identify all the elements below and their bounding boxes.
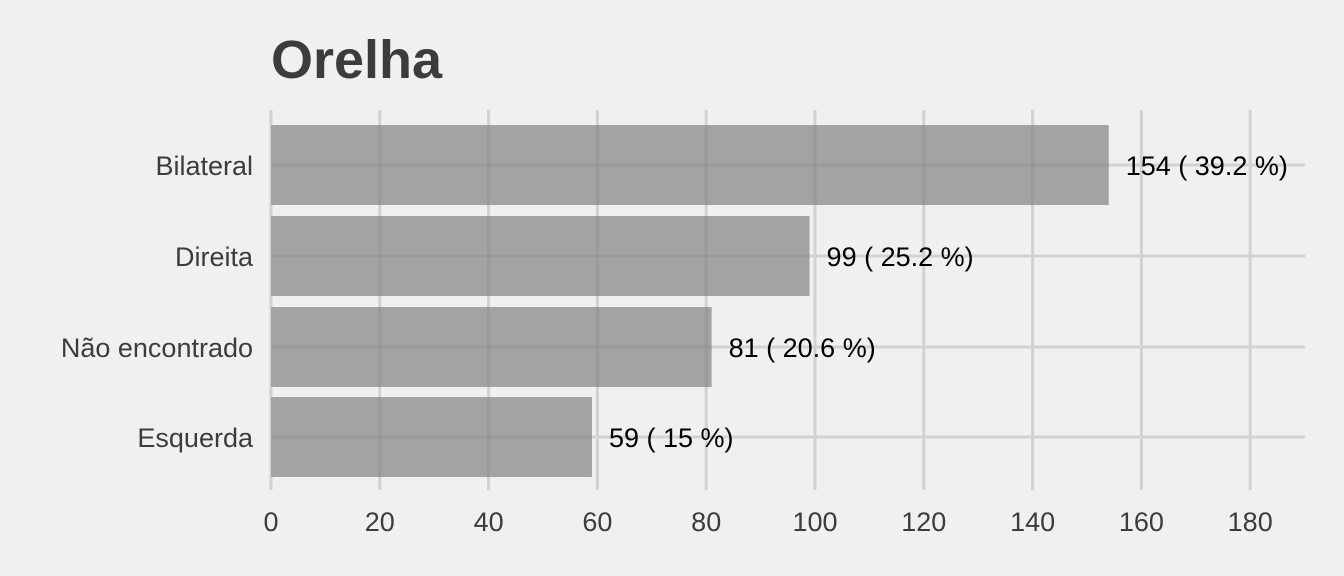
data-label: 154 ( 39.2 %) [1126, 151, 1288, 181]
x-tick-label: 140 [1010, 507, 1055, 537]
bar-bilateral [271, 125, 1109, 205]
category-label: Esquerda [137, 423, 254, 453]
x-tick-label: 20 [365, 507, 395, 537]
x-tick-label: 160 [1119, 507, 1164, 537]
bar-direita [271, 216, 810, 296]
category-label: Não encontrado [61, 333, 253, 363]
data-label: 81 ( 20.6 %) [729, 333, 876, 363]
category-label: Bilateral [155, 151, 253, 181]
data-label: 59 ( 15 %) [609, 423, 734, 453]
bar-esquerda [271, 397, 592, 477]
category-axis: Bilateral Direita Não encontrado Esquerda [61, 151, 254, 453]
category-label: Direita [175, 242, 254, 272]
x-tick-label: 60 [582, 507, 612, 537]
value-axis: 0 20 40 60 80 100 120 140 160 180 [263, 507, 1272, 537]
x-tick-label: 40 [474, 507, 504, 537]
bar-n-o-encontrado [271, 307, 712, 387]
x-tick-label: 100 [792, 507, 837, 537]
data-label: 99 ( 25.2 %) [827, 242, 974, 272]
chart-title: Orelha [271, 30, 443, 90]
x-tick-label: 0 [263, 507, 278, 537]
x-tick-label: 120 [901, 507, 946, 537]
bars [271, 125, 1109, 477]
data-labels: 154 ( 39.2 %) 99 ( 25.2 %) 81 ( 20.6 %) 59 … [609, 151, 1288, 453]
x-tick-label: 80 [691, 507, 721, 537]
x-tick-label: 180 [1228, 507, 1273, 537]
